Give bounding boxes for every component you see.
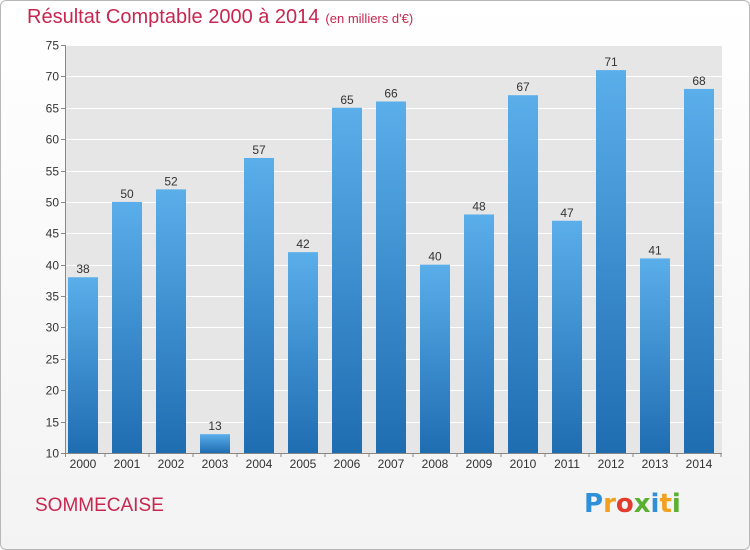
y-tick-label: 50 [46, 196, 60, 210]
x-tick-label: 2007 [378, 457, 405, 471]
x-tick-label: 2009 [466, 457, 493, 471]
bars: 38 50 52 13 57 42 65 66 40 48 67 47 71 41 68 [68, 55, 714, 454]
x-tick-label: 2000 [70, 457, 97, 471]
data-label: 67 [516, 80, 530, 94]
chart-title-text: Résultat Comptable 2000 à 2014 [27, 6, 320, 28]
x-tick-label: 2003 [202, 457, 229, 471]
bar [112, 201, 142, 453]
x-tick-label: 2011 [554, 457, 580, 471]
logo-letter: o [615, 489, 634, 519]
y-tick-label: 65 [46, 102, 60, 116]
logo-letter: t [659, 489, 672, 519]
y-axis: 10 15 20 25 30 35 40 45 50 55 60 65 70 75 [46, 39, 66, 461]
logo-letter: r [603, 489, 616, 519]
y-tick-label: 55 [46, 165, 60, 179]
bar [420, 264, 450, 453]
x-tick-label: 2005 [290, 457, 317, 471]
data-label: 48 [472, 199, 486, 213]
data-label: 57 [252, 143, 266, 157]
x-tick-label: 2014 [686, 457, 713, 471]
data-label: 41 [648, 243, 662, 257]
y-tick-label: 45 [46, 227, 60, 241]
x-tick-label: 2002 [158, 457, 185, 471]
x-tick-label: 2004 [246, 457, 273, 471]
bar [288, 252, 318, 453]
x-tick-label: 2001 [114, 457, 141, 471]
logo-letter: P [584, 489, 604, 519]
logo-letter: i [650, 489, 660, 519]
bar [376, 101, 406, 453]
bar [508, 95, 538, 453]
data-label: 52 [164, 174, 178, 188]
y-tick-label: 30 [46, 321, 60, 335]
bar [68, 277, 98, 453]
bar [596, 70, 626, 453]
y-tick-label: 15 [46, 416, 60, 430]
y-tick-label: 40 [46, 259, 60, 273]
bar [552, 220, 582, 453]
y-tick-label: 20 [46, 384, 60, 398]
bar [244, 157, 274, 453]
y-tick-label: 75 [46, 39, 60, 53]
bar [464, 214, 494, 453]
chart-unit: (en milliers d'€) [325, 11, 414, 26]
y-tick-label: 70 [46, 70, 60, 84]
proxiti-logo: Proxiti [584, 489, 681, 519]
x-tick-label: 2008 [422, 457, 449, 471]
x-tick-label: 2012 [598, 457, 625, 471]
bar [640, 258, 670, 453]
data-label: 50 [120, 187, 134, 201]
data-label: 13 [208, 419, 222, 433]
data-label: 66 [384, 86, 398, 100]
data-label: 47 [560, 206, 574, 220]
commune-name: SOMMECAISE [35, 495, 164, 516]
data-label: 42 [296, 237, 310, 251]
data-label: 40 [428, 250, 442, 264]
y-tick-label: 60 [46, 133, 60, 147]
x-tick-label: 2010 [510, 457, 537, 471]
y-tick-label: 25 [46, 353, 60, 367]
bar [684, 88, 714, 453]
bar [156, 189, 186, 453]
y-tick-label: 35 [46, 290, 60, 304]
chart-title: Résultat Comptable 2000 à 2014 (en millie… [27, 6, 413, 29]
data-label: 68 [692, 74, 706, 88]
data-label: 71 [604, 55, 618, 69]
bar [200, 434, 230, 453]
y-tick-label: 10 [46, 447, 60, 461]
x-tick-label: 2006 [334, 457, 361, 471]
x-tick-label: 2013 [642, 457, 669, 471]
bar [332, 107, 362, 454]
logo-letter: i [671, 489, 681, 519]
logo-letter: x [633, 489, 651, 519]
data-label: 65 [340, 93, 354, 107]
data-label: 38 [76, 262, 90, 276]
x-axis: 2000 2001 2002 2003 2004 2005 2006 2007 2008 2009… [65, 453, 722, 471]
